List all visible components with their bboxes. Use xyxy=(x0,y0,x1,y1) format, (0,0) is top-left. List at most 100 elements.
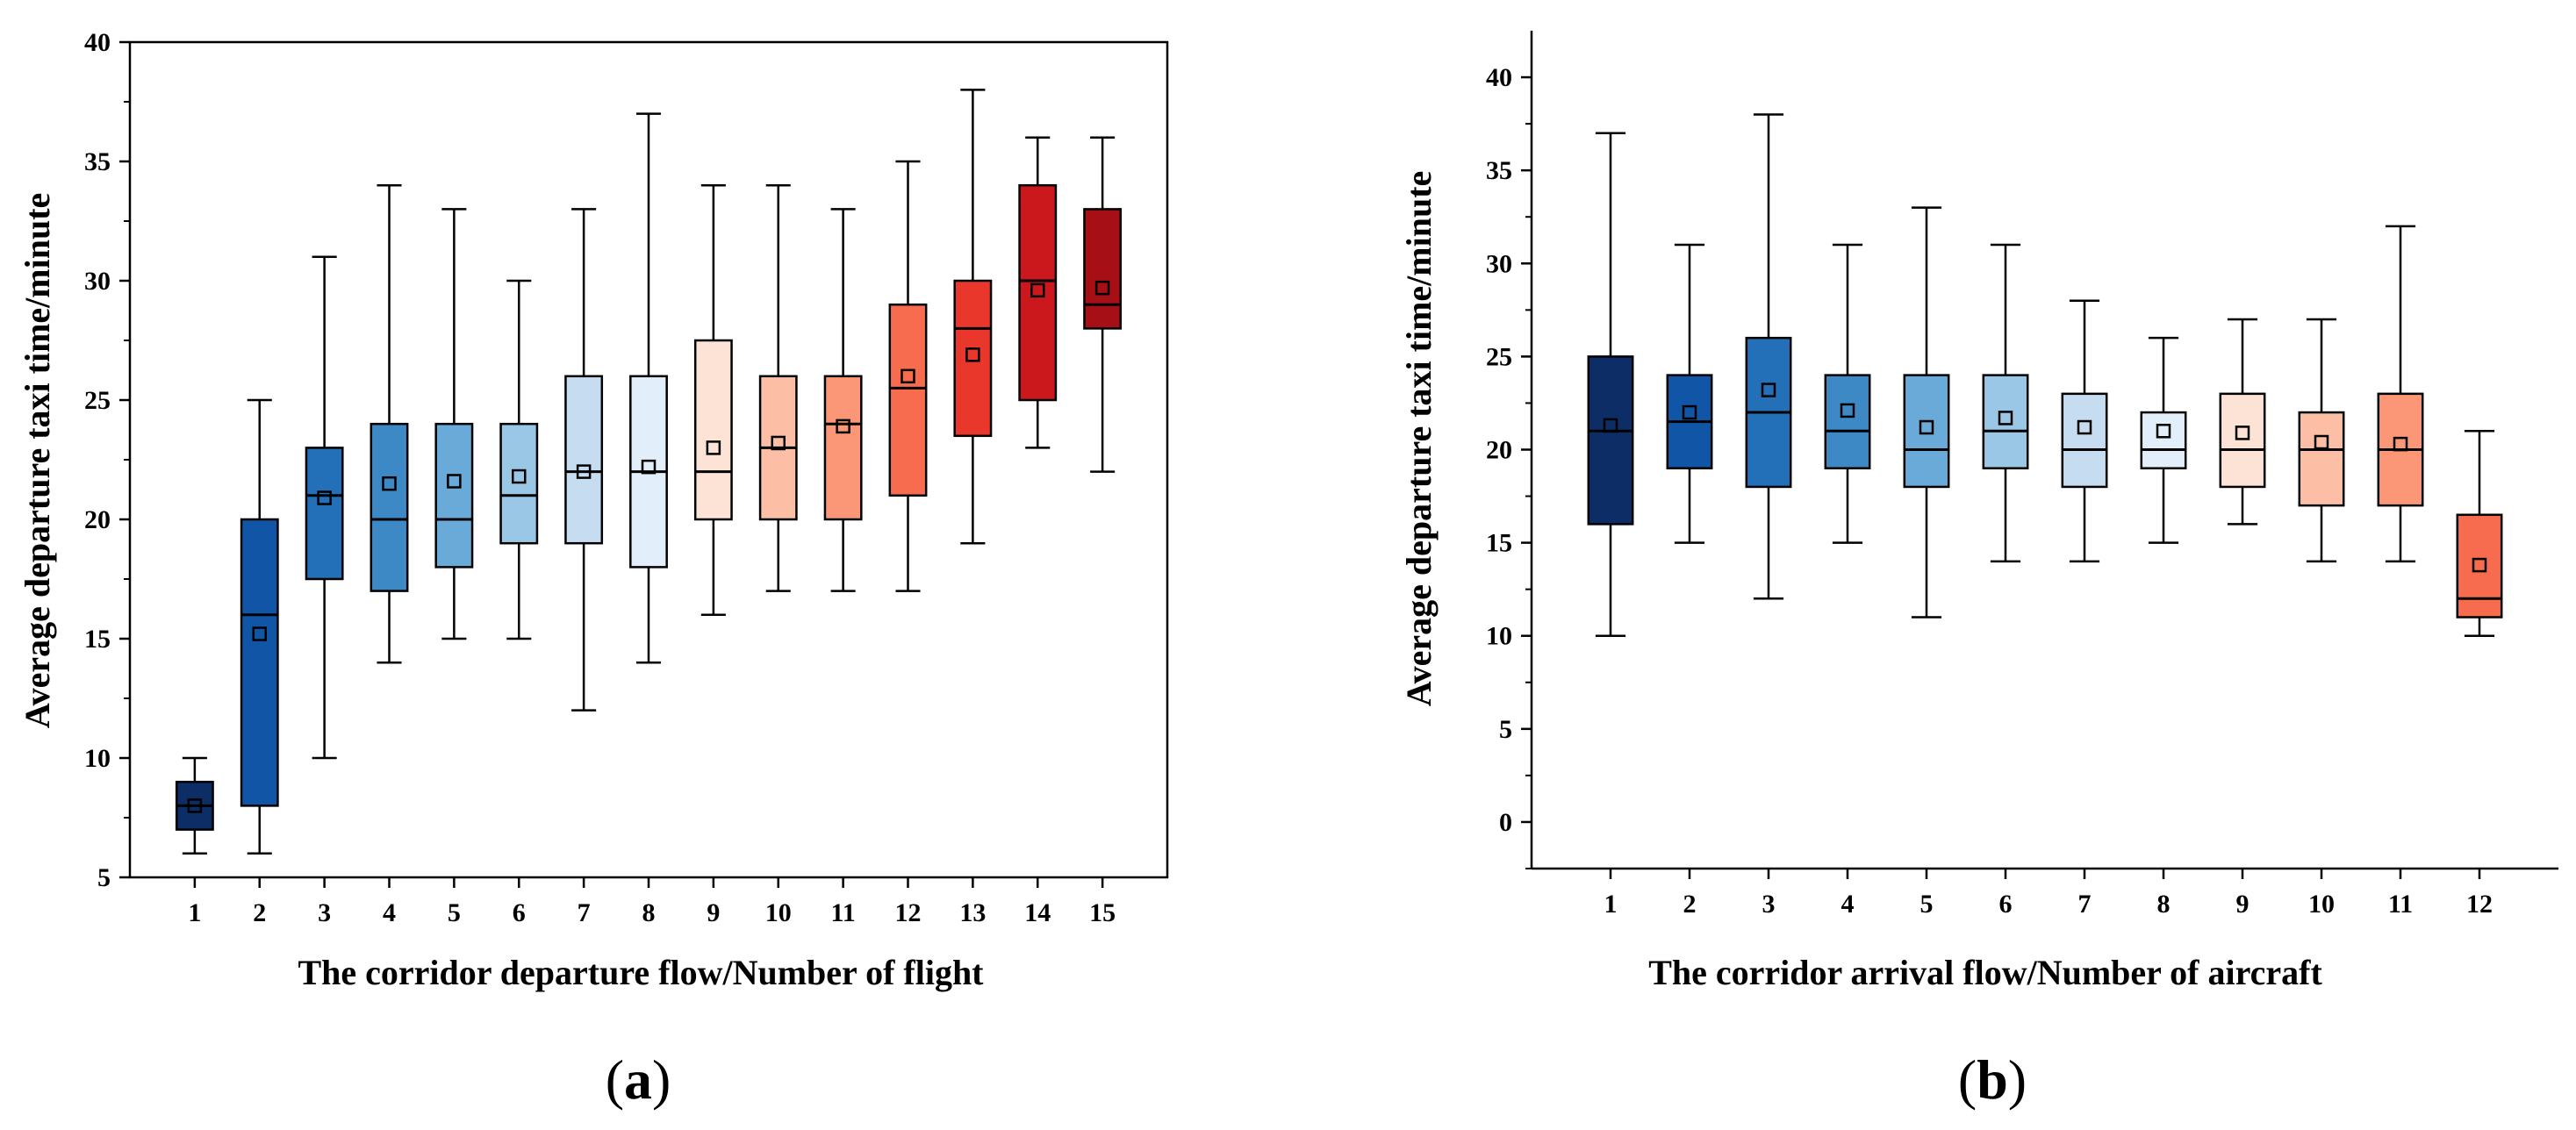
chart-a-mean-marker xyxy=(901,368,915,384)
chart-b-y-tick-label: 0 xyxy=(1499,808,1512,837)
chart-b-x-tick-label: 3 xyxy=(1762,890,1776,919)
chart-a-x-tick-label: 5 xyxy=(448,898,461,927)
chart-b-box-iqr xyxy=(2140,411,2187,469)
chart-b-box-iqr xyxy=(1824,374,1871,469)
chart-a-x-tick-label: 8 xyxy=(642,898,656,927)
chart-b-x-tick-label: 9 xyxy=(2236,890,2250,919)
chart-b-x-tick-label: 7 xyxy=(2078,890,2092,919)
chart-b-box-3 xyxy=(1745,113,1792,600)
chart-a-y-tick-label: 15 xyxy=(84,625,111,654)
chart-b-box-9 xyxy=(2219,318,2266,526)
chart-b-x-tick-label: 11 xyxy=(2388,890,2413,919)
chart-a-mean-marker xyxy=(771,435,786,451)
chart-a-box-iqr xyxy=(564,375,604,545)
chart-a-mean-marker xyxy=(512,468,527,484)
chart-b-box-iqr xyxy=(2298,411,2345,507)
chart-b-mean-marker xyxy=(2472,557,2487,573)
chart-a-x-tick-label: 2 xyxy=(253,898,266,927)
chart-a-x-axis-label: The corridor departure flow/Number of fl… xyxy=(298,953,984,992)
chart-a-x-tick-label: 13 xyxy=(959,898,986,927)
chart-a-box-iqr xyxy=(693,339,733,521)
chart-b-panel-label: (b) xyxy=(1958,1048,2027,1111)
chart-b-y-tick-label: 15 xyxy=(1486,529,1512,558)
chart-a-x-tick-label: 9 xyxy=(707,898,720,927)
chart-a-box-4 xyxy=(370,183,409,664)
chart-b-box-iqr xyxy=(2061,392,2108,489)
chart-a-box-13 xyxy=(953,89,993,545)
chart-a-box-12 xyxy=(888,160,928,592)
chart-b-x-tick-label: 5 xyxy=(1920,890,1934,919)
chart-b-x-tick-label: 1 xyxy=(1604,890,1618,919)
chart-a-x-tick-label: 1 xyxy=(188,898,201,927)
chart-b-box-4 xyxy=(1824,243,1871,544)
chart-b-x-tick-label: 10 xyxy=(2308,890,2335,919)
chart-a-mean-marker xyxy=(317,490,332,505)
chart-b-mean-marker xyxy=(1998,411,2013,426)
chart-b-box-6 xyxy=(1982,243,2029,563)
chart-b-box-10 xyxy=(2298,318,2345,563)
chart-b-box-iqr xyxy=(1982,374,2029,469)
chart-a-box-iqr xyxy=(1018,183,1058,402)
chart-a-panel-letter: a xyxy=(624,1048,652,1111)
chart-b-mean-marker xyxy=(2314,434,2329,450)
chart-b-y-tick-label: 25 xyxy=(1486,342,1512,371)
chart-a-box-iqr xyxy=(888,303,928,497)
chart-a-box-1 xyxy=(175,756,214,855)
chart-a-x-tick-label: 10 xyxy=(765,898,792,927)
chart-a-y-tick-label: 20 xyxy=(84,505,111,534)
chart-a-mean-marker xyxy=(382,476,397,491)
chart-a-box-iqr xyxy=(1083,208,1123,330)
chart-a-mean-marker xyxy=(641,459,657,475)
chart-a-mean-marker xyxy=(1094,280,1110,296)
chart-b-y-tick-label: 20 xyxy=(1486,436,1512,465)
chart-b-x-tick-label: 4 xyxy=(1841,890,1855,919)
chart-b-mean-marker xyxy=(1603,418,1618,433)
chart-b-mean-marker xyxy=(2156,424,2171,439)
chart-a-mean-marker xyxy=(1030,282,1045,298)
chart-a-box-2 xyxy=(240,398,279,855)
chart-a-x-tick-label: 11 xyxy=(830,898,855,927)
chart-b-box-2 xyxy=(1666,243,1713,544)
chart-b-x-tick-label: 6 xyxy=(1999,890,2013,919)
chart-a-y-tick-label: 35 xyxy=(84,147,111,176)
chart-a-box-3 xyxy=(305,255,344,760)
chart-b-panel-letter: b xyxy=(1977,1048,2008,1111)
chart-b-mean-marker xyxy=(2393,436,2408,452)
chart-a-x-tick-label: 6 xyxy=(513,898,526,927)
chart-b-mean-marker xyxy=(2077,419,2092,435)
chart-a-y-tick-label: 30 xyxy=(84,267,111,296)
chart-a-y-tick-label: 5 xyxy=(97,863,111,892)
chart-b-x-tick-label: 12 xyxy=(2466,890,2493,919)
chart-a-mean-marker xyxy=(187,798,203,813)
chart-a-box-9 xyxy=(693,183,733,617)
chart-b-y-tick-label: 35 xyxy=(1486,156,1512,185)
chart-a-box-11 xyxy=(823,208,863,592)
chart-a-box-15 xyxy=(1083,136,1123,473)
chart-b-x-axis-label: The corridor arrival flow/Number of airc… xyxy=(1648,953,2322,992)
chart-a-panel-label: (a) xyxy=(606,1048,671,1111)
chart-b-box-1 xyxy=(1587,132,1634,637)
chart-a-mean-marker xyxy=(965,347,980,362)
chart-a-x-tick-label: 14 xyxy=(1024,898,1051,927)
chart-b-mean-marker xyxy=(1840,403,1855,418)
chart-a-box-7 xyxy=(564,208,604,712)
chart-b-x-tick-label: 8 xyxy=(2157,890,2171,919)
chart-a-box-iqr xyxy=(434,422,474,569)
chart-a-box-iqr xyxy=(370,422,409,592)
chart-a-mean-marker xyxy=(447,474,462,489)
chart-a-x-tick-label: 3 xyxy=(318,898,331,927)
chart-b-box-iqr xyxy=(1587,355,1634,526)
chart-a-mean-marker xyxy=(706,440,721,455)
chart-b-mean-marker xyxy=(1919,419,1934,435)
chart-b-y-tick-label: 40 xyxy=(1486,63,1512,92)
chart-a-box-iqr xyxy=(305,447,344,581)
chart-b-box-iqr xyxy=(2456,513,2503,619)
chart-b-box-5 xyxy=(1903,206,1950,619)
chart-b-x-tick-label: 2 xyxy=(1683,890,1697,919)
chart-b-box-8 xyxy=(2140,336,2187,544)
chart-b-box-iqr xyxy=(2219,392,2266,489)
